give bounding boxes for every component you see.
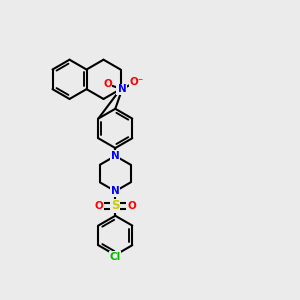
Text: N: N	[116, 84, 125, 94]
Text: O: O	[103, 79, 112, 89]
Text: O: O	[127, 201, 136, 211]
Text: O: O	[95, 201, 103, 211]
Text: Cl: Cl	[110, 252, 121, 262]
Text: S: S	[111, 200, 119, 212]
Text: N: N	[118, 84, 127, 94]
Text: O⁻: O⁻	[130, 77, 144, 87]
Text: N: N	[111, 151, 120, 161]
Text: N: N	[111, 186, 120, 196]
